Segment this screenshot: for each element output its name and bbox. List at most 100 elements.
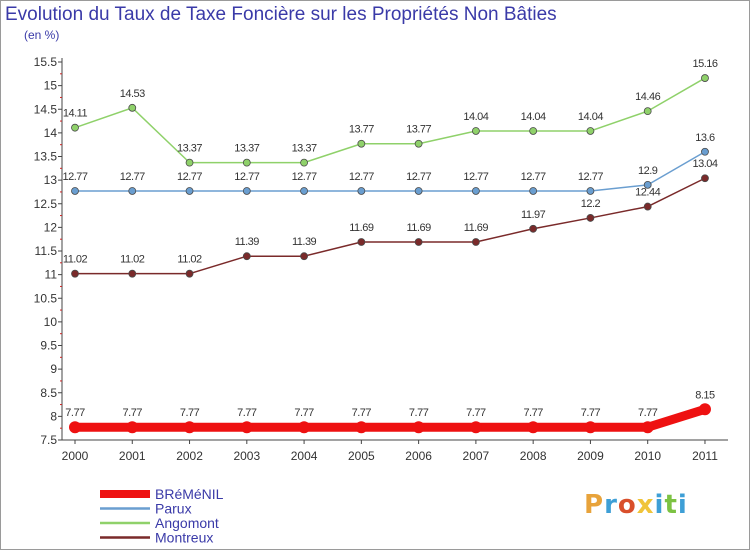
data-label: 11.97 [521, 209, 546, 221]
data-point [701, 74, 709, 82]
data-point [185, 269, 194, 278]
data-point [584, 421, 597, 434]
data-point [471, 127, 480, 135]
data-point [529, 224, 538, 233]
data-label: 7.77 [123, 407, 143, 419]
data-label: 12.2 [581, 198, 601, 210]
legend-label: Montreux [155, 530, 213, 546]
data-label: 7.77 [180, 407, 200, 419]
data-label: 12.77 [406, 171, 431, 183]
data-point [641, 421, 654, 434]
data-label: 7.77 [638, 407, 658, 419]
data-point [240, 421, 253, 434]
data-point [529, 187, 538, 195]
data-label: 14.04 [463, 111, 488, 123]
data-point [412, 421, 425, 434]
data-point [242, 252, 251, 261]
data-label: 11.02 [120, 254, 145, 266]
y-tick-label: 14.5 [34, 102, 58, 116]
x-tick-label: 2005 [348, 449, 375, 463]
data-label: 11.69 [464, 222, 489, 234]
data-label: 12.77 [234, 171, 259, 183]
data-label: 12.77 [521, 171, 546, 183]
data-label: 13.37 [292, 143, 317, 155]
x-tick-label: 2001 [119, 449, 146, 463]
data-label: 11.69 [349, 222, 374, 234]
data-point [300, 158, 308, 167]
data-label: 14.04 [521, 111, 546, 123]
data-point [701, 174, 709, 183]
data-point [71, 123, 79, 132]
x-tick-label: 2002 [176, 449, 203, 463]
data-label: 8.15 [695, 389, 715, 401]
data-point [414, 139, 423, 148]
data-label: 12.77 [62, 171, 87, 183]
data-label: 14.11 [63, 108, 88, 120]
data-point [414, 187, 423, 195]
data-point [414, 238, 423, 246]
data-point [300, 252, 308, 261]
data-point [183, 421, 196, 434]
data-point [527, 421, 540, 434]
y-tick-label: 7.5 [40, 433, 57, 447]
data-label: 12.77 [292, 171, 317, 183]
y-tick-label: 9 [50, 362, 57, 376]
data-point [185, 187, 194, 195]
x-tick-label: 2008 [520, 449, 547, 463]
logo-letter: r [604, 490, 618, 520]
data-point [586, 214, 595, 222]
data-point [300, 187, 308, 195]
data-point [698, 403, 711, 416]
y-tick-label: 10.5 [34, 291, 58, 305]
data-label: 12.77 [463, 171, 488, 183]
y-tick-label: 8.5 [40, 386, 57, 400]
logo-letter: P [584, 490, 605, 520]
data-point [69, 421, 81, 434]
data-point [71, 187, 79, 195]
data-label: 7.77 [65, 407, 85, 419]
y-tick-label: 14 [44, 126, 58, 140]
series-line-bréménil [70, 404, 710, 432]
y-tick-label: 13.5 [34, 150, 58, 164]
y-tick-label: 15 [44, 79, 58, 93]
data-point [242, 158, 251, 167]
data-label: 13.37 [234, 143, 259, 155]
y-tick-label: 11 [45, 268, 58, 282]
data-label: 12.77 [349, 171, 374, 183]
data-point [128, 187, 137, 195]
data-label: 13.77 [349, 124, 374, 136]
chart-title: Evolution du Taux de Taxe Foncière sur l… [5, 4, 557, 25]
proxiti-logo: Proxiti [584, 490, 688, 520]
data-point [643, 202, 652, 211]
data-point [357, 187, 366, 195]
x-tick-label: 2009 [577, 449, 604, 463]
x-tick-label: 2003 [233, 449, 260, 463]
logo-letter: x [636, 490, 655, 520]
data-point [471, 187, 480, 195]
y-tick-label: 8 [50, 409, 57, 423]
data-label: 14.04 [578, 111, 603, 123]
data-point [469, 421, 482, 434]
data-label: 7.77 [237, 407, 257, 419]
data-label: 11.39 [235, 236, 260, 248]
x-tick-label: 2007 [463, 449, 490, 463]
series-line-parux [74, 151, 706, 192]
logo-letter: t [664, 490, 678, 520]
x-tick-label: 2006 [405, 449, 432, 463]
data-point [71, 269, 79, 278]
data-point [355, 421, 368, 434]
data-label: 11.39 [292, 236, 317, 248]
series-line-angomont [74, 77, 706, 164]
x-tick-label: 2004 [291, 449, 318, 463]
data-point [185, 158, 194, 167]
data-label: 7.77 [409, 407, 429, 419]
y-tick-label: 12 [44, 220, 58, 234]
data-label: 12.9 [638, 165, 658, 177]
y-tick-label: 12.5 [34, 197, 58, 211]
data-label: 7.77 [294, 407, 314, 419]
data-point [471, 238, 480, 246]
data-label: 11.02 [63, 254, 88, 266]
data-label: 7.77 [581, 407, 601, 419]
data-label: 13.37 [177, 143, 202, 155]
